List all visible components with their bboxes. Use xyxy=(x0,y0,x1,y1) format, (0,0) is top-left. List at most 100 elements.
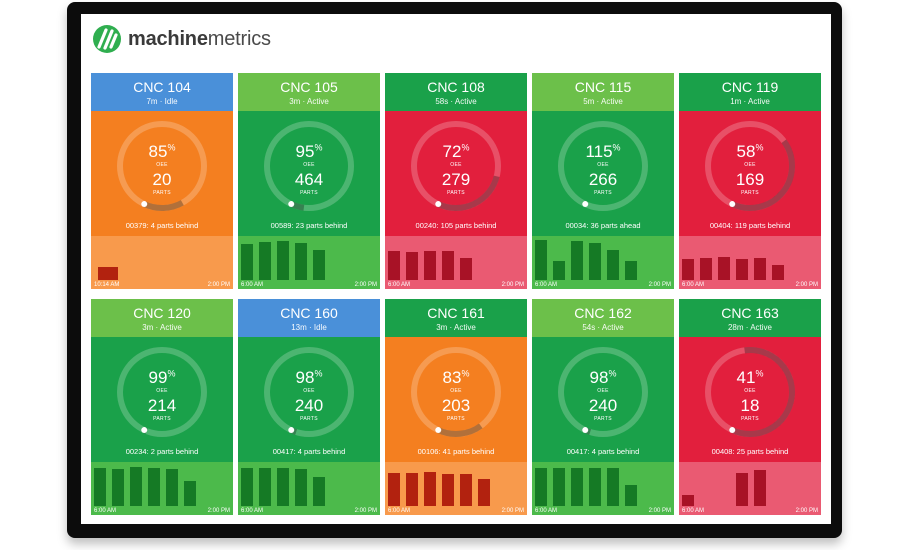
machine-card[interactable]: CNC 108 58s · Active 72% OEE 279 PARTS 00240: … xyxy=(385,73,527,289)
machine-card[interactable]: CNC 161 3m · Active 83% OEE 203 PARTS 00106: 4… xyxy=(385,299,527,515)
machine-card[interactable]: CNC 160 13m · Idle 98% OEE 240 PARTS 00417: 4 … xyxy=(238,299,380,515)
logo-text-bold: machine xyxy=(128,27,208,50)
machine-card[interactable]: CNC 115 5m · Active 115% OEE 266 PARTS 00034: … xyxy=(532,73,674,289)
production-status: 00106: 41 parts behind xyxy=(417,447,495,456)
chart-start-time: 6:00 AM xyxy=(388,508,411,514)
card-header: CNC 161 3m · Active xyxy=(385,299,527,337)
logo-text-light: metrics xyxy=(207,27,271,50)
chart-end-time: 2:00 PM xyxy=(207,282,230,288)
chart-bar xyxy=(535,468,547,506)
chart-bar xyxy=(313,477,325,506)
gauge-track xyxy=(558,347,648,437)
oee-gauge xyxy=(411,121,501,211)
gauge-arc xyxy=(730,139,795,211)
machine-card[interactable]: CNC 119 1m · Active 58% OEE 169 PARTS 00404: 1… xyxy=(679,73,821,289)
oee-label: OEE xyxy=(450,388,462,394)
parts-count: 20 xyxy=(152,170,172,189)
chart-bar xyxy=(460,474,472,506)
chart-bars xyxy=(238,236,380,280)
chart-bar xyxy=(166,469,178,506)
chart-bar xyxy=(589,468,601,506)
oee-value: 95% xyxy=(238,142,380,162)
oee-number: 41 xyxy=(736,368,756,387)
percent-sign: % xyxy=(167,142,176,153)
dashboard-screen: machinemetrics CNC 104 7m · Idle 85% OEE 20 P… xyxy=(81,14,831,524)
parts-label: PARTS xyxy=(447,416,465,422)
chart-bars xyxy=(532,462,674,506)
machine-card[interactable]: CNC 105 3m · Active 95% OEE 464 PARTS 00589: 2… xyxy=(238,73,380,289)
chart-end-time: 2:00 PM xyxy=(648,282,671,288)
gauge-track xyxy=(558,121,648,211)
chart-start-time: 6:00 AM xyxy=(682,508,705,514)
chart-bars xyxy=(238,462,380,506)
parts-label: PARTS xyxy=(741,190,759,196)
chart-bar xyxy=(736,473,748,506)
chart-end-time: 2:00 PM xyxy=(648,508,671,514)
card-header: CNC 120 3m · Active xyxy=(91,299,233,337)
oee-value: 99% xyxy=(91,368,233,388)
parts-count: 240 xyxy=(294,396,324,415)
machine-card[interactable]: CNC 120 3m · Active 99% OEE 214 PARTS 00234: 2… xyxy=(91,299,233,515)
oee-value: 98% xyxy=(238,368,380,388)
gauge-track xyxy=(705,121,795,211)
oee-gauge xyxy=(117,347,207,437)
percent-sign: % xyxy=(314,368,323,379)
oee-label: OEE xyxy=(156,388,168,394)
oee-number: 115 xyxy=(585,142,613,161)
chart-start-time: 6:00 AM xyxy=(241,282,264,288)
parts-label: PARTS xyxy=(741,416,759,422)
card-body: 98% OEE 240 PARTS 00417: 4 parts behind xyxy=(238,337,380,462)
production-status: 00417: 4 parts behind xyxy=(566,447,640,456)
logo-text: machinemetrics xyxy=(128,28,271,51)
parts-count: 203 xyxy=(441,396,471,415)
machine-card[interactable]: CNC 162 54s · Active 98% OEE 240 PARTS 00417: … xyxy=(532,299,674,515)
machine-card[interactable]: CNC 104 7m · Idle 85% OEE 20 PARTS 00379: 4 pa… xyxy=(91,73,233,289)
chart-end-time: 2:00 PM xyxy=(354,282,377,288)
gauge-marker xyxy=(582,427,589,434)
chart-bars xyxy=(91,236,233,280)
production-status: 00417: 4 parts behind xyxy=(272,447,346,456)
parts-count: 214 xyxy=(147,396,177,415)
chart-start-time: 6:00 AM xyxy=(388,282,411,288)
oee-label: OEE xyxy=(303,162,315,168)
card-body: 115% OEE 266 PARTS 00034: 36 parts ahead xyxy=(532,111,674,236)
chart-end-time: 2:00 PM xyxy=(501,282,524,288)
card-header: CNC 115 5m · Active xyxy=(532,73,674,111)
chart-bar xyxy=(184,481,196,506)
card-body: 83% OEE 203 PARTS 00106: 41 parts behind xyxy=(385,337,527,462)
card-body: 72% OEE 279 PARTS 00240: 105 parts behind xyxy=(385,111,527,236)
card-header: CNC 104 7m · Idle xyxy=(91,73,233,111)
oee-number: 85 xyxy=(148,142,168,161)
parts-label: PARTS xyxy=(594,190,612,196)
chart-bar xyxy=(772,265,784,280)
machine-card[interactable]: CNC 163 28m · Active 41% OEE 18 PARTS 00408: 2… xyxy=(679,299,821,515)
oee-label: OEE xyxy=(744,388,756,394)
chart-bar xyxy=(259,468,271,506)
machine-name: CNC 104 xyxy=(133,79,191,95)
chart-bar xyxy=(754,470,766,506)
chart-bar xyxy=(535,240,547,280)
chart-bar xyxy=(625,261,637,280)
chart-bar xyxy=(607,468,619,506)
percent-sign: % xyxy=(167,368,176,379)
production-chart: 6:00 AM 2:00 PM xyxy=(91,462,233,515)
production-chart: 6:00 AM 2:00 PM xyxy=(385,462,527,515)
gauge-marker xyxy=(435,201,442,208)
machine-status: 13m · Idle xyxy=(291,323,327,332)
production-status: 00379: 4 parts behind xyxy=(125,221,199,230)
card-body: 99% OEE 214 PARTS 00234: 2 parts behind xyxy=(91,337,233,462)
percent-sign: % xyxy=(461,142,470,153)
parts-label: PARTS xyxy=(447,190,465,196)
chart-bar xyxy=(241,468,253,506)
chart-bar xyxy=(94,468,106,506)
oee-gauge xyxy=(558,347,648,437)
chart-end-time: 2:00 PM xyxy=(795,508,818,514)
production-chart: 10:14 AM 2:00 PM xyxy=(91,236,233,289)
gauge-marker xyxy=(288,427,295,434)
machine-status: 5m · Active xyxy=(583,97,623,106)
production-status: 00234: 2 parts behind xyxy=(125,447,199,456)
chart-bar xyxy=(388,251,400,280)
chart-bar xyxy=(700,258,712,280)
chart-bar xyxy=(442,251,454,280)
machinemetrics-logo: machinemetrics xyxy=(92,24,271,54)
